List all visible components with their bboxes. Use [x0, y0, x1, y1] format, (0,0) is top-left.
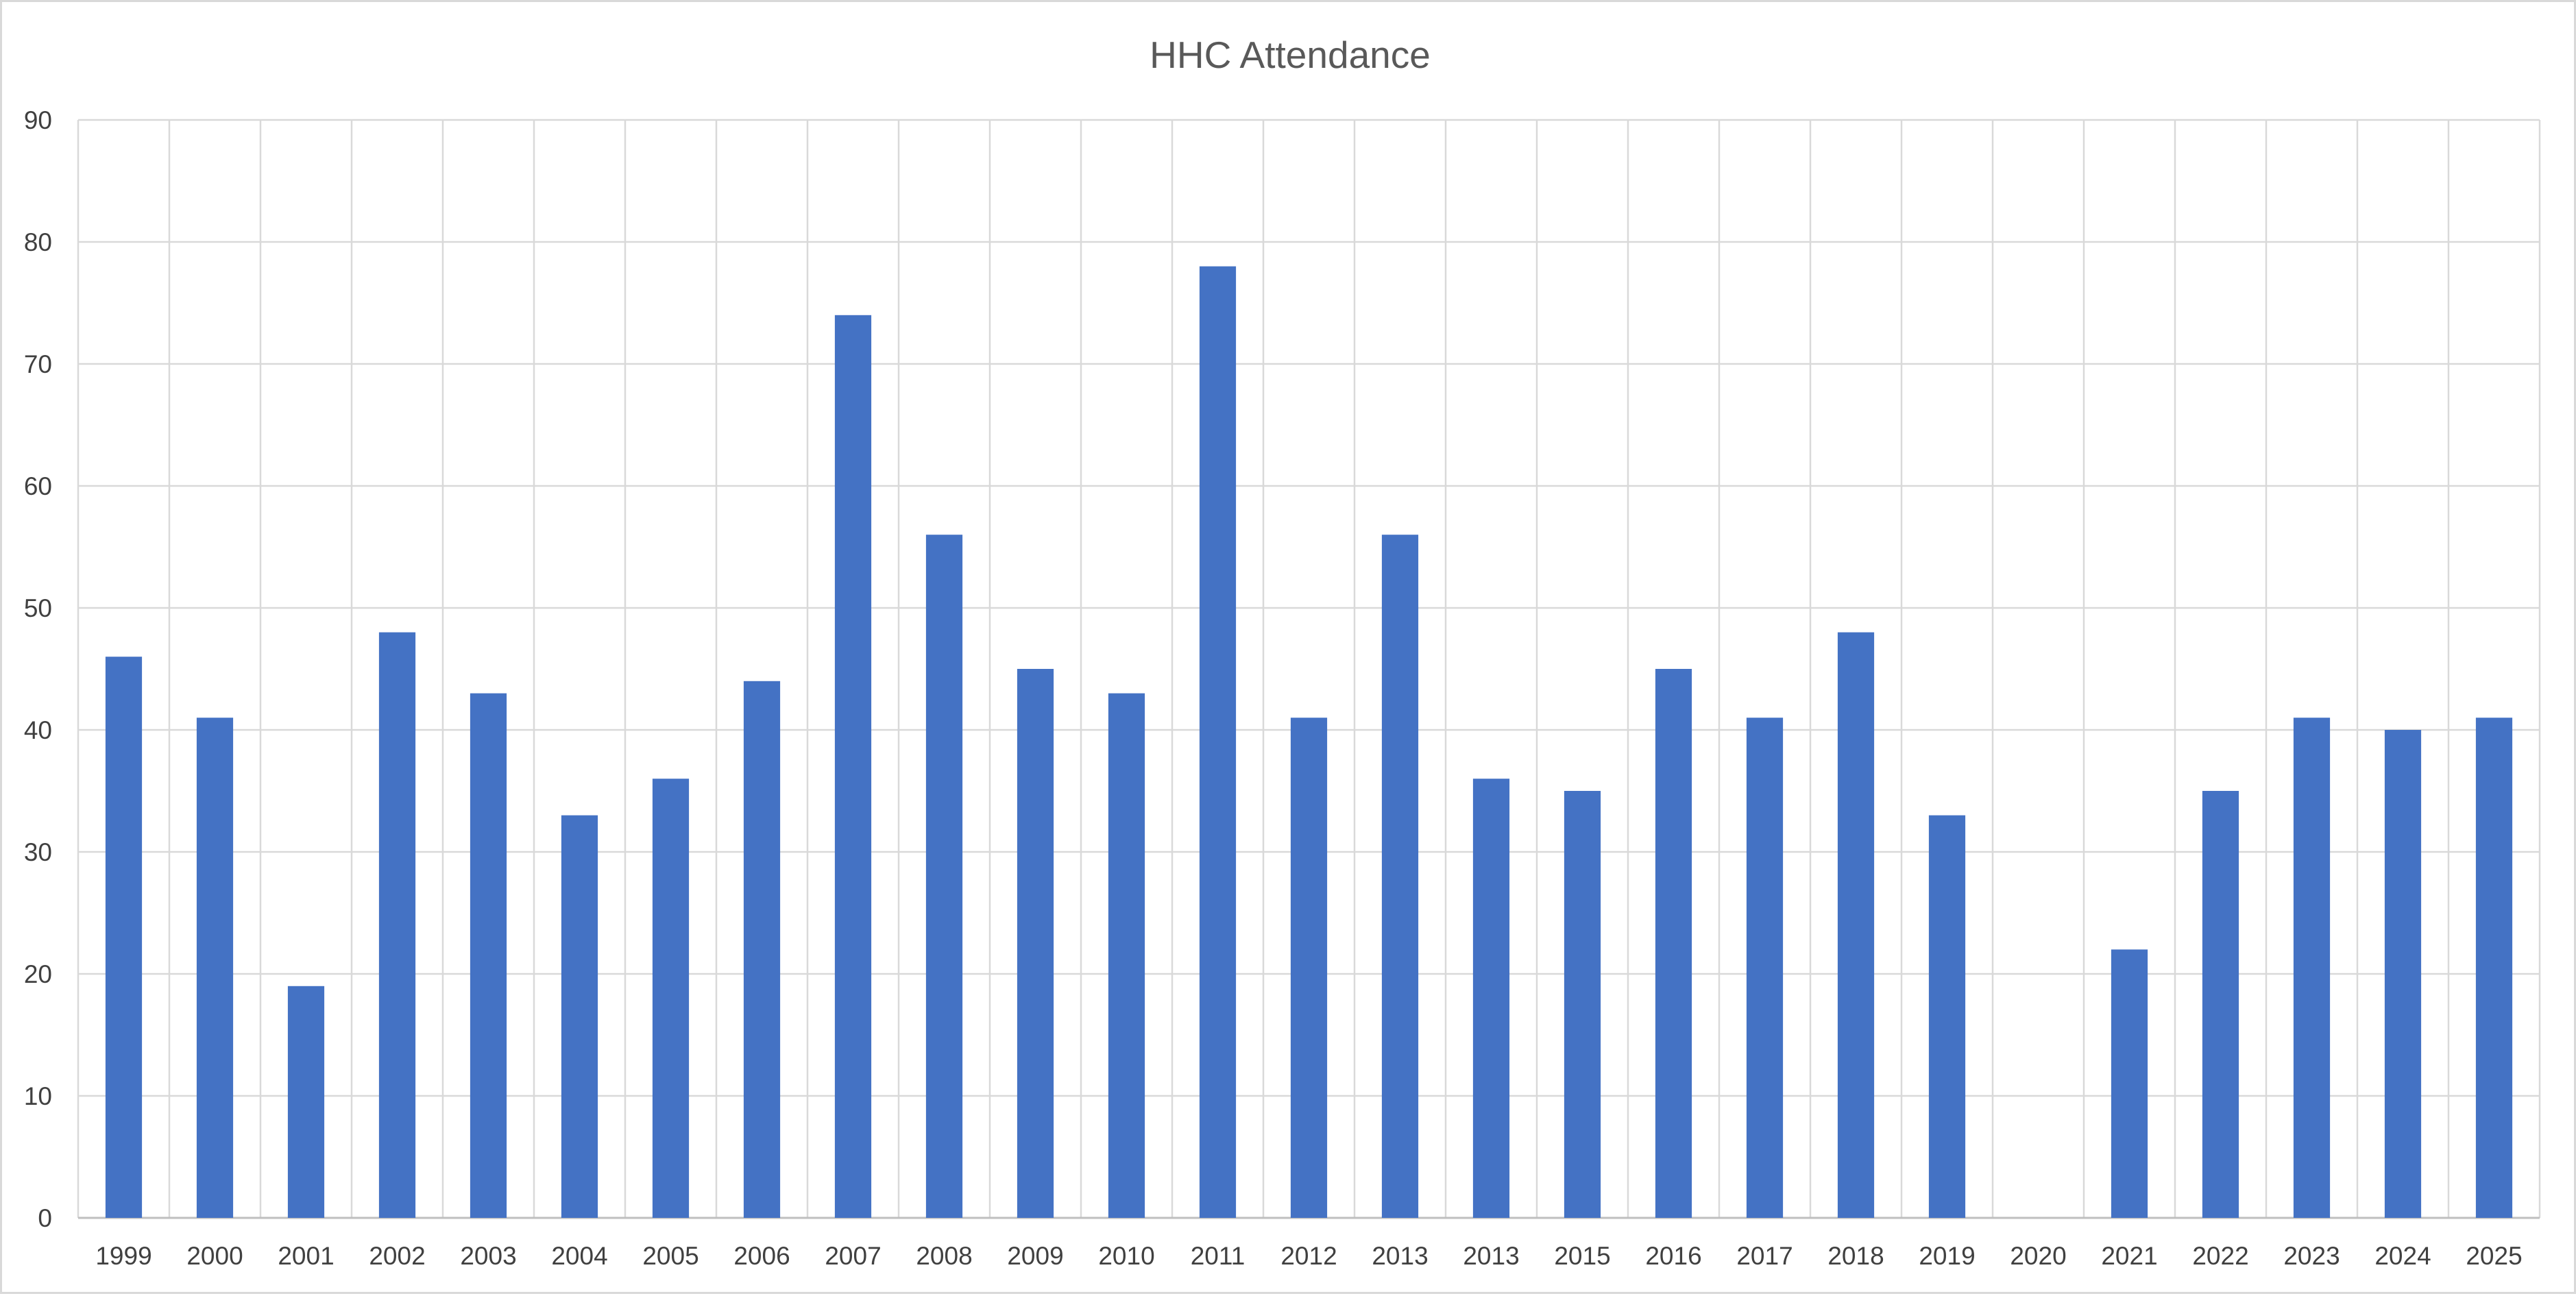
bar-2009-10 — [1017, 669, 1054, 1218]
x-tick-label: 2017 — [1736, 1242, 1793, 1270]
x-tick-label: 2004 — [551, 1242, 607, 1270]
bar-2008-9 — [925, 535, 963, 1218]
y-tick-label: 20 — [24, 960, 52, 988]
bar-2015-16 — [1564, 791, 1601, 1218]
bar-2006-7 — [743, 681, 781, 1218]
y-tick-label: 40 — [24, 716, 52, 744]
bar-2001-2 — [287, 986, 325, 1218]
x-tick-label: 2022 — [2192, 1242, 2248, 1270]
bar-2011-12 — [1199, 266, 1237, 1219]
x-tick-label: 2006 — [733, 1242, 790, 1270]
x-tick-label: 2007 — [825, 1242, 881, 1270]
x-tick-label: 2021 — [2101, 1242, 2157, 1270]
x-tick-label: 2002 — [369, 1242, 425, 1270]
x-tick-label: 2012 — [1280, 1242, 1337, 1270]
x-tick-label: 2023 — [2283, 1242, 2340, 1270]
x-tick-label: 2018 — [1827, 1242, 1884, 1270]
y-tick-label: 50 — [24, 594, 52, 622]
x-tick-label: 2003 — [460, 1242, 516, 1270]
x-tick-label: 2019 — [1919, 1242, 1975, 1270]
bars-layer — [105, 266, 2513, 1219]
y-tick-label: 80 — [24, 228, 52, 256]
bar-2023-24 — [2293, 718, 2331, 1218]
x-tick-label: 2016 — [1645, 1242, 1701, 1270]
bar-2013-14 — [1381, 535, 1419, 1218]
x-tick-label: 2009 — [1007, 1242, 1063, 1270]
x-tick-label: 2010 — [1098, 1242, 1154, 1270]
x-tick-label: 2013 — [1372, 1242, 1428, 1270]
x-tick-label: 2025 — [2466, 1242, 2522, 1270]
bar-2016-17 — [1655, 669, 1692, 1218]
y-tick-label: 70 — [24, 350, 52, 378]
y-tick-label: 30 — [24, 838, 52, 866]
bar-2007-8 — [834, 315, 872, 1218]
x-tick-label: 2020 — [2010, 1242, 2066, 1270]
bar-2024-25 — [2384, 730, 2422, 1218]
y-tick-label: 90 — [24, 106, 52, 134]
x-tick-label: 2001 — [278, 1242, 334, 1270]
bar-2021-22 — [2111, 949, 2148, 1218]
x-tick-label: 2013 — [1463, 1242, 1519, 1270]
x-tick-label: 2008 — [916, 1242, 972, 1270]
bar-2005-6 — [652, 779, 690, 1218]
bar-2000-1 — [196, 718, 234, 1218]
x-tick-label: 2005 — [642, 1242, 698, 1270]
y-tick-label: 10 — [24, 1082, 52, 1110]
bar-2012-13 — [1290, 718, 1328, 1218]
y-tick-label: 0 — [38, 1204, 52, 1232]
x-tick-label: 2011 — [1191, 1242, 1246, 1270]
y-axis-ticks: 0 10 20 30 40 50 60 70 80 90 — [24, 106, 52, 1232]
bar-1999-0 — [105, 657, 143, 1218]
bar-2018-19 — [1837, 632, 1875, 1218]
x-axis-ticks: 1999 2000 2001 2002 2003 2004 2005 2006 2007 2008… — [95, 1242, 2522, 1270]
chart-title: HHC Attendance — [1150, 34, 1431, 76]
x-tick-label: 2024 — [2374, 1242, 2431, 1270]
bar-2022-23 — [2202, 791, 2239, 1218]
bar-2019-20 — [1928, 815, 1966, 1218]
y-tick-label: 60 — [24, 472, 52, 500]
bar-2025-26 — [2475, 718, 2513, 1218]
x-tick-label: 1999 — [95, 1242, 151, 1270]
bar-2002-3 — [378, 632, 416, 1218]
bar-2013-15 — [1472, 779, 1510, 1218]
bar-2003-4 — [470, 693, 507, 1218]
bar-2017-18 — [1746, 718, 1784, 1218]
bar-2010-11 — [1108, 693, 1145, 1218]
x-tick-label: 2000 — [186, 1242, 243, 1270]
x-tick-label: 2015 — [1554, 1242, 1610, 1270]
bar-2004-5 — [561, 815, 598, 1218]
